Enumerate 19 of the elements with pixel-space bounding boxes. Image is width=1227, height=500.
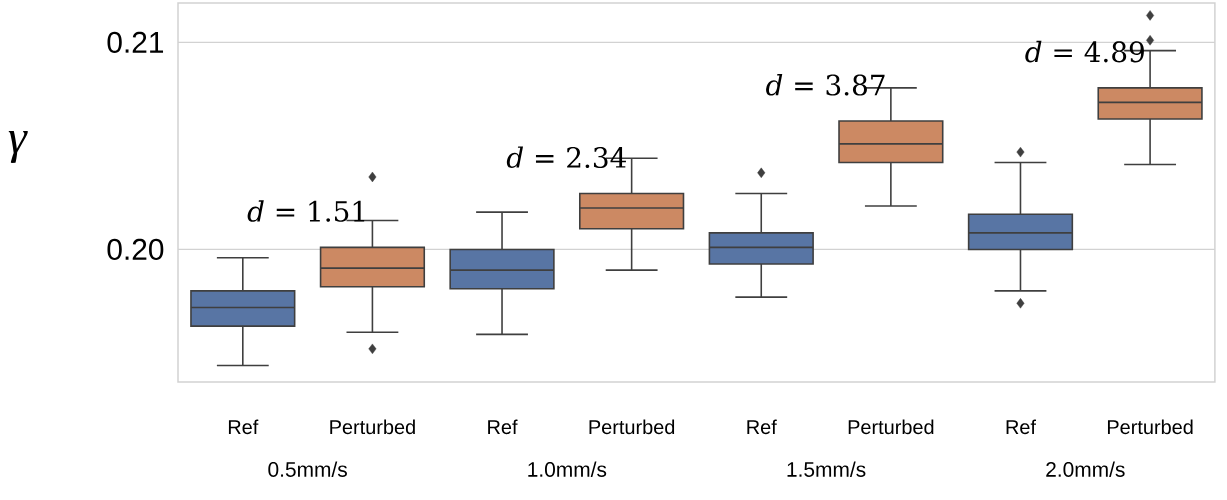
- x-tick-label: Ref: [747, 419, 777, 435]
- text: 1.5mm/s: [787, 461, 866, 477]
- text: 1.0mm/s: [528, 461, 607, 477]
- annotation: d = 3.87: [766, 73, 885, 96]
- x-tick-label: Ref: [1006, 419, 1036, 435]
- x-tick-label: Ref: [228, 419, 259, 435]
- text: 2.0mm/s: [1046, 461, 1125, 477]
- x-tick-label: Ref: [488, 419, 518, 435]
- x-tick-label: Perturbed: [330, 419, 415, 435]
- annotation: d = 2.34: [506, 146, 626, 169]
- y-axis-title: γ: [8, 130, 28, 164]
- y-tick-label: 0.21: [107, 31, 164, 53]
- x-tick-label: Perturbed: [589, 419, 675, 435]
- y-tick-label: 0.20: [107, 238, 164, 261]
- annotation: d = 4.89: [1025, 40, 1144, 63]
- x-tick-label: Perturbed: [1107, 419, 1193, 435]
- annotation: d = 1.51: [247, 200, 365, 222]
- text: 0.5mm/s: [268, 461, 347, 477]
- x-tick-label: Perturbed: [848, 419, 934, 435]
